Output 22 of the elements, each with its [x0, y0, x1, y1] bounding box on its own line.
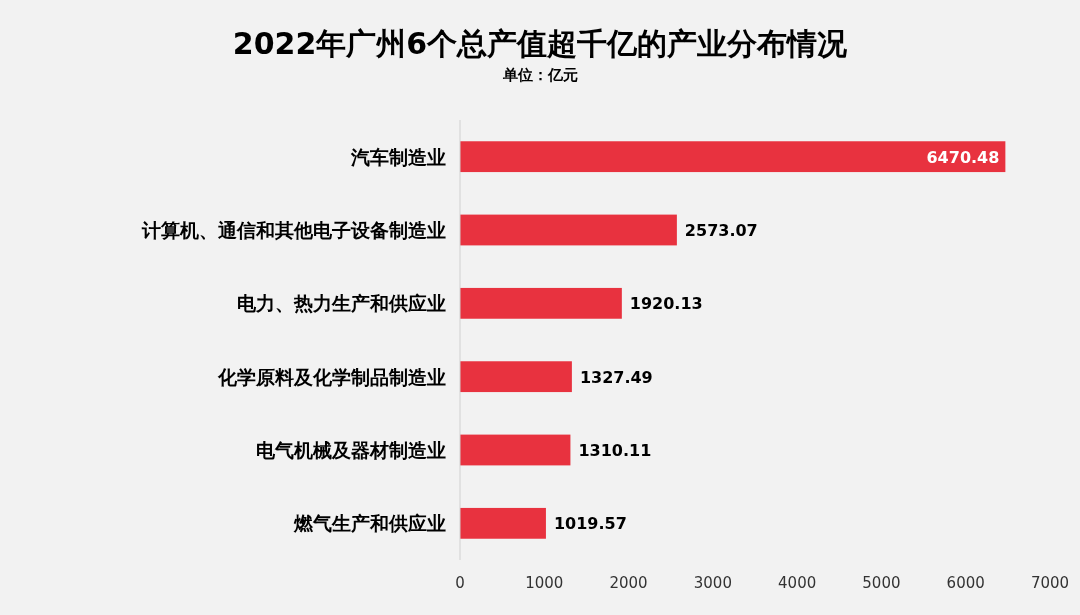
y-tick-label: 化学原料及化学制品制造业	[217, 365, 446, 388]
x-tick-label: 7000	[1030, 574, 1070, 592]
x-tick-label: 6000	[946, 574, 985, 592]
x-tick-label: 4000	[778, 574, 817, 592]
y-tick-label: 汽车制造业	[350, 145, 446, 168]
chart-subtitle: 单位：亿元	[501, 66, 578, 84]
x-tick-label: 3000	[693, 574, 732, 592]
y-tick-label: 电气机械及器材制造业	[256, 439, 446, 461]
chart-title: 2022年广州6个总产值超千亿的产业分布情况	[232, 26, 849, 61]
y-tick-label: 计算机、通信和其他电子设备制造业	[141, 219, 446, 241]
data-label: 2573.07	[684, 221, 758, 240]
x-tick-label: 2000	[609, 574, 648, 592]
x-tick-label: 0	[455, 574, 465, 592]
y-tick-label: 电力、热力生产和供应业	[237, 292, 446, 315]
data-label: 1327.49	[579, 367, 653, 387]
data-label: 1920.13	[629, 294, 703, 314]
data-label: 6470.48	[926, 147, 1000, 167]
data-label: 1310.11	[578, 441, 652, 460]
data-label: 1019.57	[553, 514, 627, 534]
x-tick-label: 1000	[525, 574, 564, 592]
y-tick-label: 燃气生产和供应业	[293, 512, 446, 535]
x-tick-label: 5000	[862, 574, 901, 592]
